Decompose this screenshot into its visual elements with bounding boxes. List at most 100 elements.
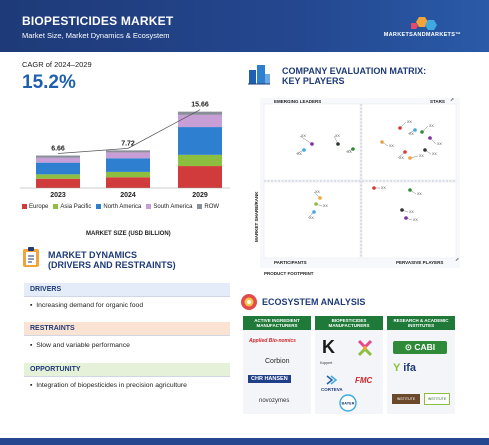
growth-trend-line [57, 109, 201, 154]
matrix-title-line2: KEY PLAYERS [282, 76, 345, 86]
logo-applied-bionomics: Applied Bio-nomics [249, 338, 296, 344]
drivers-divider [24, 296, 230, 297]
logo-institute-1: INSTITUTE [392, 394, 420, 404]
bar-segment-north-america-2029 [178, 127, 222, 155]
matrix-point [312, 210, 316, 214]
logo-koppert: Koppert [320, 361, 333, 365]
x-tick-label-2024: 2024 [120, 192, 136, 199]
bar-segment-asia-pacific-2024 [106, 171, 150, 178]
logo-chr-hansen: CHR HANSEN [248, 375, 291, 383]
matrix-points: XX XX XX XX XX XX XX XX XX XX XX XX XX XX XX XX XX XX XX ⬈ ⬈ [295, 97, 459, 263]
drivers-header: DRIVERS [24, 283, 230, 296]
quadrant-label-emerging: EMERGING LEADERS [274, 99, 321, 104]
restraints-divider [24, 335, 230, 336]
quadrant-label-stars: STARS [430, 99, 445, 104]
logo-corteva: CORTEVA [321, 387, 343, 392]
brand-name: MARKETSANDMARKETS™ [383, 32, 461, 38]
matrix-point-label: XX [409, 132, 414, 136]
cagr-value: 15.2% [22, 72, 76, 93]
matrix-title-line1: COMPANY EVALUATION MATRIX: [282, 66, 427, 76]
logo-corbion: Corbion [265, 358, 290, 365]
bar-segment-north-america-2024 [106, 158, 150, 172]
logo-fmc: FMC [355, 376, 373, 385]
x-axis-label: PRODUCT FOOTPRINT [264, 271, 314, 276]
bar-segment-row-2029 [178, 111, 222, 115]
brand-logo-icon [411, 17, 437, 30]
matrix-point [351, 147, 355, 151]
matrix-point-label: XX [399, 156, 404, 160]
x-tick-label-2023: 2023 [50, 192, 66, 199]
colorful-x-logo-icon [357, 339, 373, 357]
logo-ifa: Y ifa [393, 362, 417, 374]
dynamics-title-line2: (DRIVERS AND RESTRAINTS) [48, 260, 176, 270]
page-title: BIOPESTICIDES MARKET [22, 14, 174, 28]
matrix-point-label: XX [297, 152, 302, 156]
bar-segment-north-america-2023 [36, 162, 80, 175]
bar-segment-asia-pacific-2029 [178, 154, 222, 167]
header-banner: BIOPESTICIDES MARKET Market Size, Market… [0, 0, 489, 52]
driver-item: ▪ Increasing demand for organic food [30, 302, 144, 309]
bar-total-label-2029: 15.66 [191, 102, 209, 109]
buildings-icon [248, 65, 270, 85]
matrix-point-label: XX [347, 150, 352, 154]
legend-item-north-america: North America [96, 204, 141, 210]
eco-column-research: RESEARCH & ACADEMIC INSTITUTES ⊙ CABI Y … [387, 316, 455, 414]
matrix-point-label: XX [413, 218, 418, 222]
legend-item-row: ROW [197, 204, 219, 210]
bar-segment-asia-pacific-2023 [36, 174, 80, 179]
quadrant-label-participants: PARTICIPANTS [274, 260, 307, 265]
matrix-point-label: XX [429, 124, 434, 128]
svg-text:BAYER: BAYER [342, 402, 355, 406]
logo-novozymes: novozymes [259, 398, 290, 404]
bar-segment-row-2024 [106, 150, 150, 153]
matrix-point-label: XX [389, 144, 394, 148]
matrix-point-connector [299, 135, 313, 145]
eco-column-head: ACTIVE INGREDIENT MANUFACTURERS [243, 316, 311, 330]
bar-segment-south-america-2023 [36, 157, 80, 163]
matrix-point-label: XX [323, 204, 328, 208]
page-subtitle: Market Size, Market Dynamics & Ecosystem [22, 31, 170, 40]
matrix-point [380, 140, 384, 144]
matrix-point [398, 126, 402, 130]
logo-cabi: ⊙ CABI [393, 341, 447, 354]
matrix-point [314, 202, 318, 206]
matrix-point [428, 136, 432, 140]
legend-item-europe: Europe [22, 204, 48, 210]
cagr-label: CAGR of 2024–2029 [22, 60, 92, 69]
ecosystem-icon [241, 294, 257, 310]
quadrant-participants [263, 181, 361, 259]
clipboard-icon [23, 247, 39, 267]
bar-segment-europe-2024 [106, 177, 150, 188]
bayer-logo-icon: BAYER [339, 394, 357, 412]
quadrant-pervasive [361, 181, 457, 259]
bar-total-label-2023: 6.66 [51, 146, 65, 153]
matrix-point-label: XX [437, 142, 442, 146]
matrix-point [408, 188, 412, 192]
matrix-point [403, 150, 407, 154]
bar-segment-south-america-2029 [178, 114, 222, 128]
restraint-item: ▪ Slow and variable performance [30, 342, 130, 349]
company-matrix: EMERGING LEADERS STARS PARTICIPANTS PERV… [254, 97, 460, 276]
bar-segment-europe-2029 [178, 166, 222, 188]
quadrant-label-pervasive: PERVASIVE PLAYERS [396, 260, 443, 265]
eco-column-head: BIOPESTICIDES MANUFACTURERS [315, 316, 383, 330]
chart-legend: Europe Asia Pacific North America South … [22, 204, 219, 210]
chart-x-label: MARKET SIZE (USD BILLION) [86, 231, 171, 237]
matrix-point-label: XX [419, 154, 424, 158]
matrix-point [404, 216, 408, 220]
matrix-point-label: XX [409, 210, 414, 214]
dynamics-title-line1: MARKET DYNAMICS [48, 250, 137, 260]
svg-text:K: K [322, 337, 335, 357]
bar-total-label-2024: 7.72 [121, 140, 135, 147]
eco-column-head: RESEARCH & ACADEMIC INSTITUTES [387, 316, 455, 330]
legend-item-asia-pacific: Asia Pacific [53, 204, 91, 210]
quadrant-arrow-icon: ⬈ [450, 97, 454, 103]
logo-institute-2: INSTITUTE [424, 393, 450, 405]
matrix-point-label: XX [407, 120, 412, 124]
matrix-point-label: XX [417, 192, 422, 196]
matrix-point-label: XX [309, 216, 314, 220]
bar-segment-row-2023 [36, 155, 80, 158]
bar-segment-europe-2023 [36, 178, 80, 188]
y-axis-label: MARKET SHARE/RANK [254, 191, 259, 242]
matrix-point [372, 186, 376, 190]
